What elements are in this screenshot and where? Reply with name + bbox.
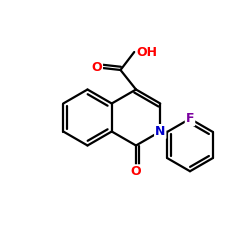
Text: O: O: [131, 165, 141, 178]
Text: N: N: [155, 125, 166, 138]
Text: OH: OH: [137, 46, 158, 59]
Text: O: O: [92, 61, 102, 74]
Text: F: F: [186, 112, 194, 125]
